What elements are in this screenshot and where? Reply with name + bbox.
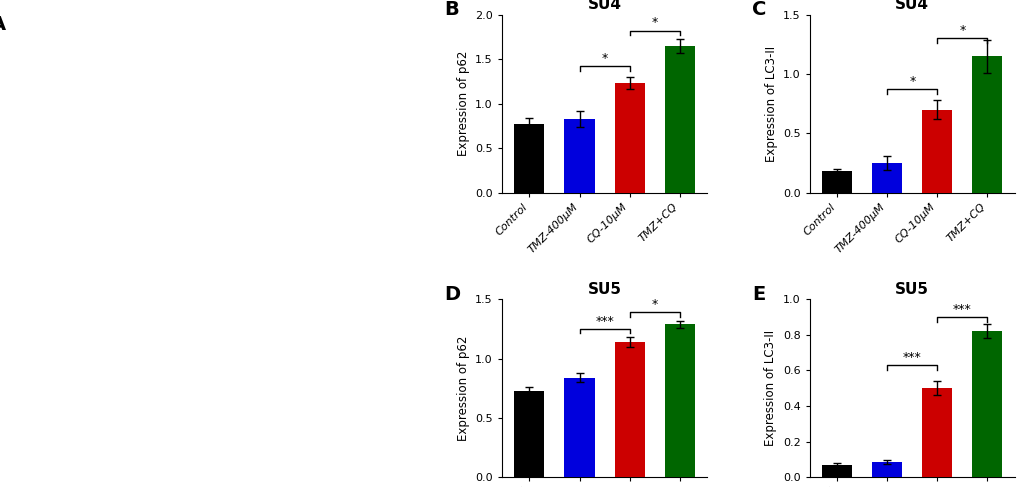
Text: ***: *** <box>952 303 971 316</box>
Text: ***: *** <box>594 315 613 328</box>
Title: SU5: SU5 <box>895 282 928 297</box>
Bar <box>971 331 1002 477</box>
Text: ***: *** <box>902 351 921 364</box>
Title: SU5: SU5 <box>587 282 621 297</box>
Bar <box>514 124 544 192</box>
Bar <box>921 388 952 477</box>
Text: A: A <box>0 15 6 34</box>
Text: *: * <box>958 24 965 37</box>
Text: *: * <box>601 52 607 65</box>
Text: *: * <box>908 75 914 88</box>
Text: C: C <box>752 0 766 19</box>
Bar <box>971 56 1002 192</box>
Bar <box>664 324 694 477</box>
Title: SU4: SU4 <box>587 0 621 12</box>
Bar <box>821 171 852 192</box>
Bar <box>613 342 644 477</box>
Text: D: D <box>444 285 461 304</box>
Bar <box>871 163 902 192</box>
Bar <box>871 462 902 477</box>
Bar <box>821 465 852 477</box>
Bar <box>514 391 544 477</box>
Bar <box>564 377 594 477</box>
Text: E: E <box>752 285 765 304</box>
Bar <box>613 83 644 192</box>
Bar <box>921 110 952 192</box>
Title: SU4: SU4 <box>895 0 928 12</box>
Y-axis label: Expression of LC3-II: Expression of LC3-II <box>763 330 776 447</box>
Y-axis label: Expression of p62: Expression of p62 <box>457 336 470 441</box>
Y-axis label: Expression of LC3-II: Expression of LC3-II <box>764 45 776 162</box>
Bar <box>664 46 694 192</box>
Y-axis label: Expression of p62: Expression of p62 <box>457 51 469 156</box>
Bar <box>564 119 594 192</box>
Text: B: B <box>444 0 459 19</box>
Text: *: * <box>651 16 657 29</box>
Text: *: * <box>651 298 657 311</box>
